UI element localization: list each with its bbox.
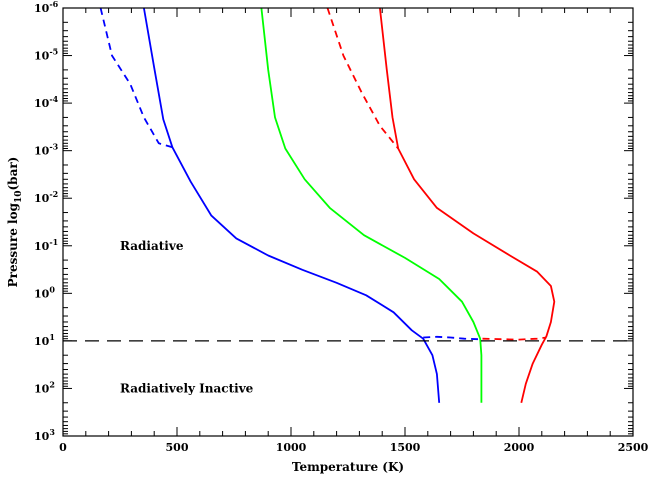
- y-tick-exponent: -1: [49, 237, 58, 247]
- y-tick-label: 10-4: [34, 94, 59, 110]
- series-line-4: [379, 7, 556, 404]
- y-tick-label: 10-2: [34, 189, 58, 205]
- y-tick-base: 10: [34, 192, 50, 205]
- y-tick-exponent: -5: [49, 47, 58, 57]
- x-tick-label: 1500: [390, 441, 421, 454]
- y-tick-exponent: 0: [49, 284, 55, 294]
- annotation-0: Radiative: [120, 239, 184, 253]
- x-tick-label: 2500: [618, 441, 649, 454]
- y-tick-exponent: -2: [49, 189, 58, 199]
- plot-frame: [62, 7, 634, 437]
- y-tick-label: 10-6: [34, 0, 59, 15]
- label-layer: 0 500 1000 1500 2000 250010-610-510-410-310-2…: [34, 0, 649, 454]
- y-tick-exponent: 1: [49, 332, 55, 342]
- y-tick-exponent: -3: [49, 142, 58, 152]
- series-line-6: [482, 336, 547, 341]
- y-tick-label: 103: [34, 427, 55, 443]
- y-tick-label: 10-5: [34, 47, 58, 63]
- x-tick-label: 2000: [504, 441, 535, 454]
- x-axis-title: Temperature (K): [292, 460, 404, 474]
- y-tick-exponent: -4: [49, 94, 58, 104]
- series-line-1: [99, 7, 173, 149]
- y-tick-label: 100: [34, 284, 55, 300]
- y-axis-title-main: Pressure log: [6, 202, 20, 287]
- series-line-3: [260, 7, 483, 403]
- x-tick-label: 0: [59, 441, 67, 454]
- y-tick-label: 10-1: [34, 237, 58, 253]
- y-tick-base: 10: [34, 97, 50, 110]
- y-tick-exponent: 3: [49, 427, 55, 437]
- x-tick-label: 500: [166, 441, 189, 454]
- y-tick-base: 10: [34, 335, 50, 348]
- y-tick-label: 101: [34, 332, 55, 348]
- series-line-2: [423, 335, 479, 341]
- y-tick-exponent: 2: [49, 379, 55, 389]
- annotation-1: Radiatively Inactive: [120, 381, 254, 395]
- y-tick-exponent: -6: [49, 0, 58, 9]
- y-axis-title: Pressure log10(bar): [6, 157, 24, 288]
- y-tick-base: 10: [34, 2, 50, 15]
- y-tick-base: 10: [34, 240, 50, 253]
- y-tick-base: 10: [34, 287, 50, 300]
- y-axis-title-unit: (bar): [6, 157, 20, 191]
- y-tick-base: 10: [34, 430, 50, 443]
- y-tick-base: 10: [34, 145, 50, 158]
- y-tick-base: 10: [34, 50, 50, 63]
- tick-layer: [62, 7, 634, 437]
- series-line-0: [143, 7, 441, 403]
- y-axis-title-subscript: 10: [14, 191, 24, 204]
- series-layer: [99, 7, 556, 404]
- y-tick-base: 10: [34, 382, 50, 395]
- y-tick-label: 102: [34, 379, 55, 395]
- y-tick-label: 10-3: [34, 142, 59, 158]
- x-tick-label: 1000: [276, 441, 307, 454]
